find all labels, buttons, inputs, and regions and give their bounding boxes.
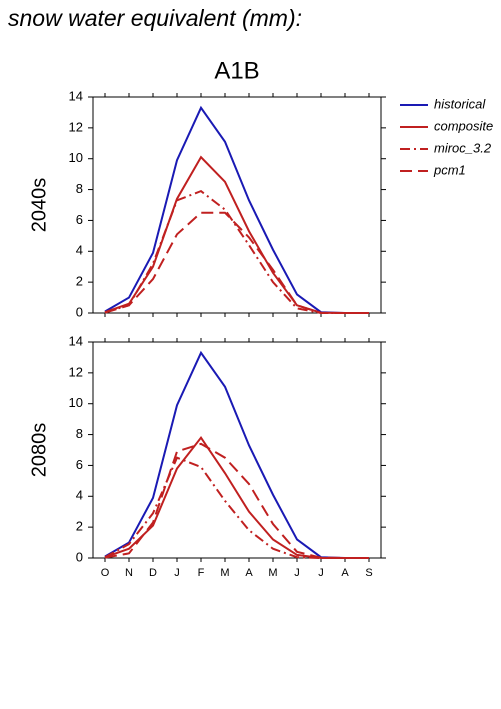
x-tick-label: J — [318, 567, 324, 579]
x-tick-label: F — [198, 567, 205, 579]
x-tick-label: D — [149, 567, 157, 579]
y-tick-label: 8 — [76, 426, 83, 441]
x-tick-label: J — [174, 567, 180, 579]
series-line — [104, 442, 369, 559]
y-tick-label: 2 — [76, 519, 83, 534]
series-line — [104, 105, 369, 314]
x-tick-label: O — [101, 567, 110, 579]
x-tick-label: A — [245, 567, 253, 579]
y-axis-label: 2080s — [28, 423, 50, 478]
y-tick-label: 12 — [69, 364, 83, 379]
y-tick-label: 4 — [76, 243, 83, 258]
page-title: snow water equivalent (mm): — [8, 5, 302, 31]
x-tick-label: N — [125, 567, 133, 579]
series-line — [104, 435, 369, 559]
legend-label: miroc_3.2 — [434, 140, 492, 155]
plot-frame — [92, 96, 382, 314]
y-tick-label: 2 — [76, 274, 83, 289]
y-tick-label: 0 — [76, 549, 83, 564]
y-tick-label: 14 — [69, 333, 83, 348]
y-tick-label: 12 — [69, 119, 83, 134]
x-tick-label: J — [294, 567, 300, 579]
x-tick-label: S — [365, 567, 372, 579]
legend-label: pcm1 — [433, 162, 466, 177]
y-axis-label: 2040s — [28, 178, 50, 233]
plot-frame — [92, 341, 382, 559]
series-line — [104, 211, 369, 314]
series-line — [104, 350, 369, 559]
series-line — [104, 189, 369, 314]
scenario-title: A1B — [214, 57, 259, 84]
y-tick-label: 0 — [76, 304, 83, 319]
legend-label: historical — [434, 96, 486, 111]
series-line — [104, 456, 369, 559]
x-tick-label: M — [268, 567, 277, 579]
y-tick-label: 10 — [69, 150, 83, 165]
y-tick-label: 6 — [76, 212, 83, 227]
y-tick-label: 4 — [76, 488, 83, 503]
y-tick-label: 10 — [69, 395, 83, 410]
legend-label: composite — [434, 118, 493, 133]
x-tick-label: A — [341, 567, 349, 579]
y-tick-label: 8 — [76, 181, 83, 196]
y-tick-label: 6 — [76, 457, 83, 472]
y-tick-label: 14 — [69, 88, 83, 103]
x-tick-label: M — [220, 567, 229, 579]
